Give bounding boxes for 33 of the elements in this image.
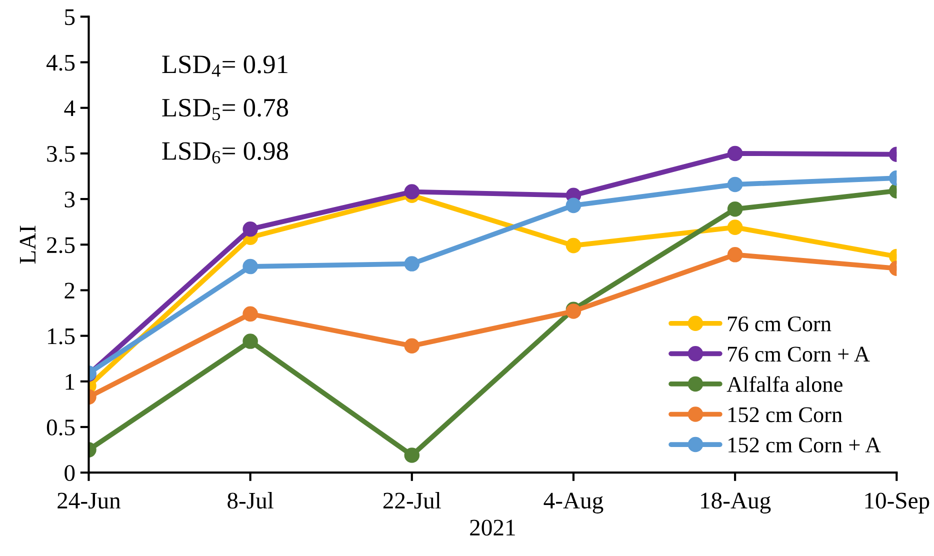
y-tick-label: 2.5 (47, 237, 75, 254)
point (404, 338, 420, 354)
annotation: LSD$_{5}$= 0.78 (162, 98, 288, 120)
annotation: LSD$_{4}$= 0.91 (162, 55, 288, 77)
x-tick-label: 10-Sep (865, 492, 930, 514)
y-tick-label: 5 (65, 9, 75, 26)
y-tick-label: 4.5 (46, 54, 75, 71)
y-axis-title: LAI (20, 226, 36, 264)
y-tick-label: 3.5 (47, 146, 75, 162)
point (404, 184, 420, 200)
point (566, 198, 582, 214)
y-tick-label: 1 (66, 374, 74, 390)
legend-label: Alfalfa alone (726, 376, 842, 392)
legend-label: 152 cm Corn (728, 407, 842, 422)
point (404, 256, 420, 272)
y-tick-label: 0.5 (46, 420, 75, 436)
x-tick-label: 4-Aug (544, 492, 604, 514)
y-tick-label: 3 (64, 192, 75, 208)
legend-label: 152 cm Corn + A (728, 438, 881, 453)
x-tick-label: 24-Jun (58, 492, 121, 509)
legend-label: 76 cm Corn + A (728, 346, 870, 362)
y-tick-label: 4 (64, 100, 76, 116)
x-tick-label: 18-Aug (701, 492, 771, 514)
point (404, 448, 420, 463)
annotation: LSD$_{6}$= 0.98 (162, 142, 288, 164)
y-tick-label: 1.5 (48, 328, 75, 344)
x-tick-label: 8-Jul (228, 492, 274, 509)
y-tick-label: 0 (64, 465, 75, 482)
x-tick-label: 22-Jul (383, 492, 441, 509)
y-tick-label: 2 (64, 282, 74, 298)
point (566, 238, 582, 254)
legend-label: 76 cm Corn (728, 316, 832, 332)
x-axis-title: 2021 (470, 520, 515, 536)
